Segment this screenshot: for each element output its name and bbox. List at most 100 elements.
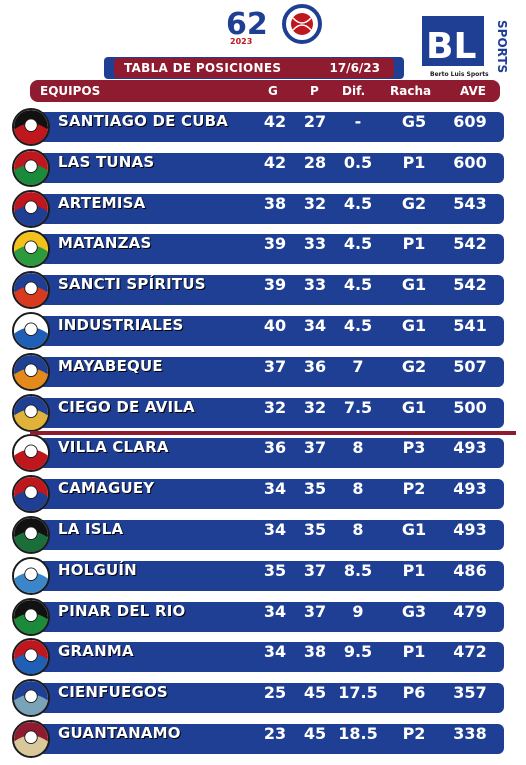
team-streak: G2 <box>401 357 427 376</box>
camaguey-logo-icon <box>12 475 50 513</box>
team-losses: 28 <box>303 153 327 172</box>
table-row: GRANMA 34 38 9.5 P1 472 <box>12 638 504 676</box>
team-name: MATANZAS <box>58 234 152 252</box>
table-row: HOLGUÍN 35 37 8.5 P1 486 <box>12 557 504 595</box>
col-p: P <box>310 84 319 98</box>
team-games-behind: 9.5 <box>343 642 373 661</box>
granma-logo-icon <box>12 638 50 676</box>
serie-nacional-logo: 62 2023 <box>222 4 332 48</box>
team-losses: 34 <box>303 316 327 335</box>
col-racha: Racha <box>390 84 432 98</box>
team-wins: 34 <box>263 642 287 661</box>
team-games-behind: 4.5 <box>343 194 373 213</box>
team-losses: 35 <box>303 520 327 539</box>
team-games-behind: 8.5 <box>343 561 373 580</box>
table-row: SANCTI SPÍRITUS 39 33 4.5 G1 542 <box>12 271 504 309</box>
table-row: CAMAGUEY 34 35 8 P2 493 <box>12 475 504 513</box>
table-row: INDUSTRIALES 40 34 4.5 G1 541 <box>12 312 504 350</box>
team-losses: 45 <box>303 724 327 743</box>
team-name: HOLGUÍN <box>58 561 137 579</box>
playoff-cutoff-line <box>30 431 516 435</box>
team-wins: 35 <box>263 561 287 580</box>
team-streak: P1 <box>402 561 426 580</box>
team-streak: G2 <box>401 194 427 213</box>
team-streak: P3 <box>402 438 426 457</box>
team-streak: G5 <box>401 112 427 131</box>
team-name: CIEGO DE AVILA <box>58 398 195 416</box>
team-average: 542 <box>453 234 487 253</box>
mayabeque-logo-icon <box>12 353 50 391</box>
team-wins: 36 <box>263 438 287 457</box>
table-row: CIEGO DE AVILA 32 32 7.5 G1 500 <box>12 394 504 432</box>
table-row: ARTEMISA 38 32 4.5 G2 543 <box>12 190 504 228</box>
table-row: MATANZAS 39 33 4.5 P1 542 <box>12 230 504 268</box>
team-streak: P1 <box>402 642 426 661</box>
team-games-behind: 8 <box>352 479 364 498</box>
team-losses: 37 <box>303 438 327 457</box>
team-wins: 42 <box>263 112 287 131</box>
team-name: GUANTANAMO <box>58 724 181 742</box>
industriales-logo-icon <box>12 312 50 350</box>
team-losses: 33 <box>303 234 327 253</box>
table-row: GUANTANAMO 23 45 18.5 P2 338 <box>12 720 504 758</box>
team-streak: G1 <box>401 275 427 294</box>
team-games-behind: 8 <box>352 438 364 457</box>
team-games-behind: 18.5 <box>338 724 378 743</box>
edition-number: 62 <box>226 7 268 42</box>
la-isla-logo-icon <box>12 516 50 554</box>
team-wins: 40 <box>263 316 287 335</box>
team-losses: 27 <box>303 112 327 131</box>
team-streak: P1 <box>402 234 426 253</box>
ciego-de-avila-logo-icon <box>12 394 50 432</box>
col-g: G <box>268 84 278 98</box>
col-team: EQUIPOS <box>40 84 101 98</box>
team-streak: P2 <box>402 724 426 743</box>
team-games-behind: 7 <box>352 357 364 376</box>
team-wins: 34 <box>263 520 287 539</box>
cienfuegos-logo-icon <box>12 679 50 717</box>
team-streak: G1 <box>401 398 427 417</box>
team-losses: 35 <box>303 479 327 498</box>
team-losses: 32 <box>303 398 327 417</box>
las-tunas-logo-icon <box>12 149 50 187</box>
team-average: 338 <box>453 724 487 743</box>
team-average: 543 <box>453 194 487 213</box>
column-header: EQUIPOS G P Dif. Racha AVE <box>30 80 500 102</box>
table-row: VILLA CLARA 36 37 8 P3 493 <box>12 434 504 472</box>
team-games-behind: 17.5 <box>338 683 378 702</box>
table-title: TABLA DE POSICIONES <box>124 61 282 75</box>
team-wins: 23 <box>263 724 287 743</box>
team-average: 500 <box>453 398 487 417</box>
team-losses: 45 <box>303 683 327 702</box>
team-losses: 32 <box>303 194 327 213</box>
team-wins: 34 <box>263 602 287 621</box>
artemisa-logo-icon <box>12 190 50 228</box>
brand-tagline: Berto Luis Sports <box>430 71 489 78</box>
team-streak: P6 <box>402 683 426 702</box>
matanzas-logo-icon <box>12 230 50 268</box>
santiago-logo-icon <box>12 108 50 146</box>
team-games-behind: 4.5 <box>343 316 373 335</box>
table-row: SANTIAGO DE CUBA 42 27 - G5 609 <box>12 108 504 146</box>
team-name: LA ISLA <box>58 520 124 538</box>
team-wins: 42 <box>263 153 287 172</box>
team-average: 609 <box>453 112 487 131</box>
col-dif: Dif. <box>342 84 366 98</box>
team-name: VILLA CLARA <box>58 438 169 456</box>
team-games-behind: 8 <box>352 520 364 539</box>
table-row: LAS TUNAS 42 28 0.5 P1 600 <box>12 149 504 187</box>
team-losses: 33 <box>303 275 327 294</box>
holguin-logo-icon <box>12 557 50 595</box>
team-name: MAYABEQUE <box>58 357 163 375</box>
col-ave: AVE <box>460 84 486 98</box>
team-name: SANCTI SPÍRITUS <box>58 275 206 293</box>
edition-year: 2023 <box>230 37 252 46</box>
team-name: LAS TUNAS <box>58 153 155 171</box>
svg-text:BL: BL <box>426 26 476 67</box>
team-average: 479 <box>453 602 487 621</box>
team-average: 507 <box>453 357 487 376</box>
team-wins: 25 <box>263 683 287 702</box>
team-streak: G1 <box>401 316 427 335</box>
team-games-behind: 4.5 <box>343 234 373 253</box>
pinar-del-rio-logo-icon <box>12 598 50 636</box>
